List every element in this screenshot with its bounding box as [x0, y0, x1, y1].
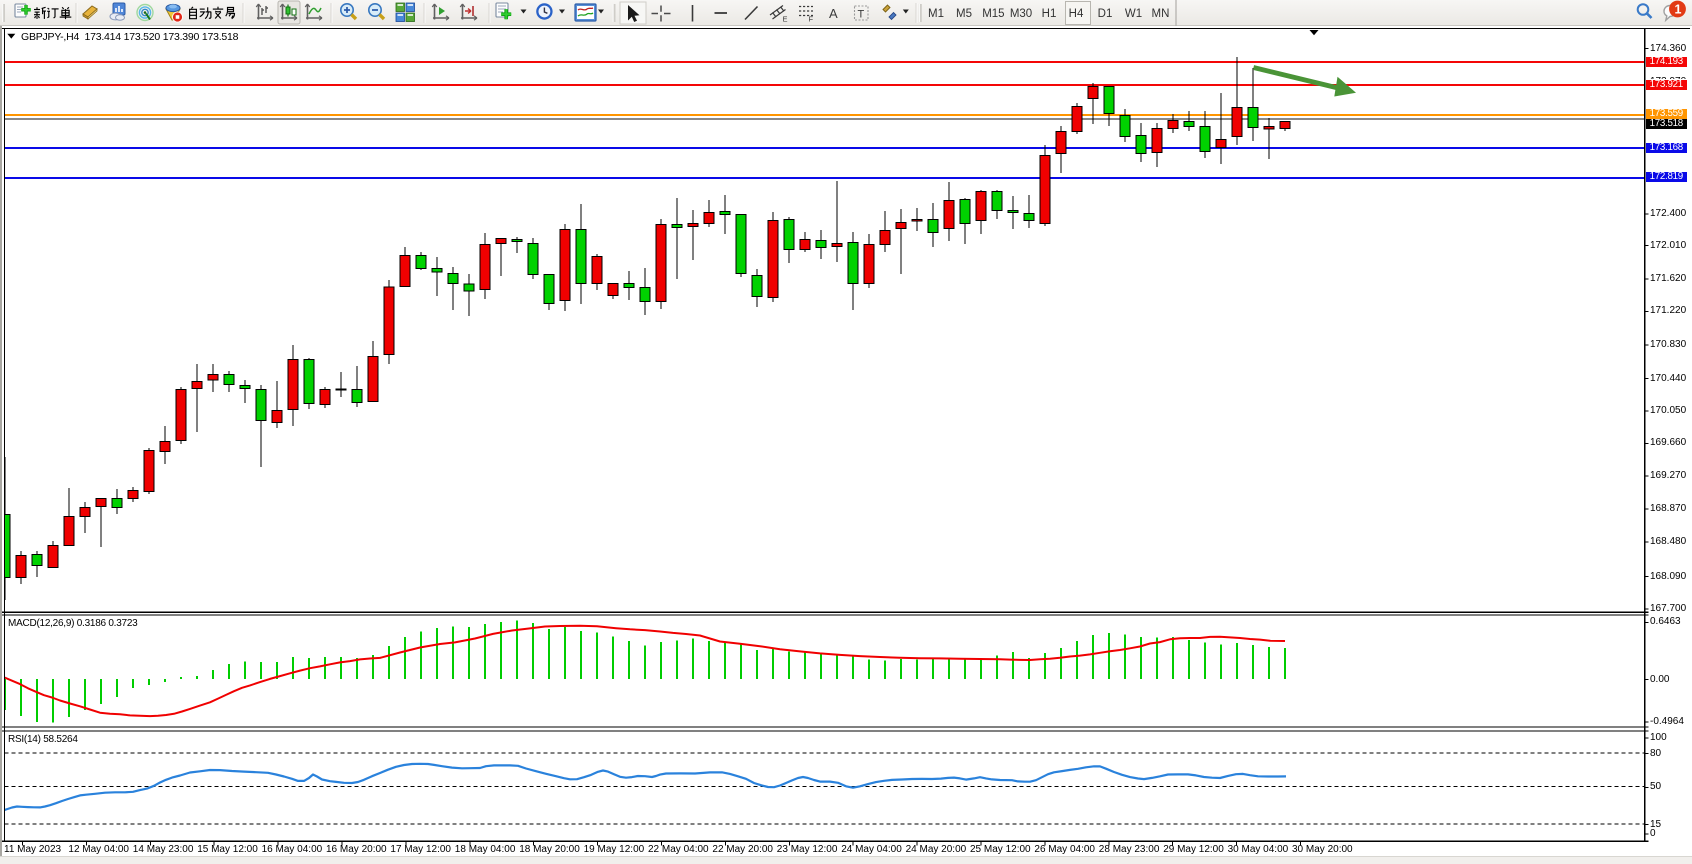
svg-text:T: T	[858, 9, 865, 21]
svg-text:M15: M15	[982, 8, 1004, 20]
svg-text:H1: H1	[1042, 8, 1057, 20]
svg-text:E: E	[783, 15, 788, 24]
svg-text:M5: M5	[956, 8, 972, 20]
svg-text:W1: W1	[1125, 8, 1142, 20]
svg-text:MN: MN	[1152, 8, 1170, 20]
svg-text:M1: M1	[928, 8, 944, 20]
svg-text:M30: M30	[1010, 8, 1032, 20]
svg-text:D1: D1	[1098, 8, 1113, 20]
svg-text:F: F	[809, 15, 814, 24]
svg-text:1: 1	[1675, 3, 1682, 17]
svg-text:H4: H4	[1069, 8, 1084, 20]
svg-text:A: A	[829, 6, 838, 21]
